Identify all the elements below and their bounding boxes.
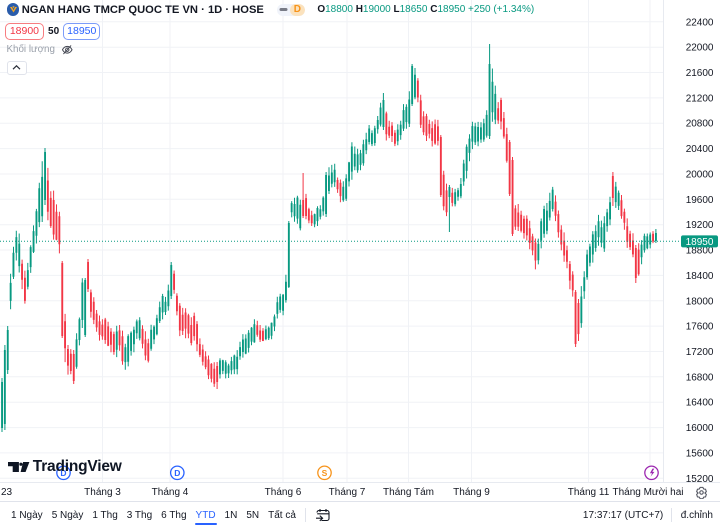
- svg-text:D: D: [174, 468, 180, 478]
- svg-text:18400: 18400: [686, 271, 714, 282]
- svg-text:16400: 16400: [686, 398, 714, 409]
- svg-text:17600: 17600: [686, 322, 714, 333]
- svg-text:20800: 20800: [686, 119, 714, 130]
- svg-text:19200: 19200: [686, 220, 714, 231]
- svg-text:18800: 18800: [686, 246, 714, 257]
- svg-text:19600: 19600: [686, 195, 714, 206]
- svg-text:20400: 20400: [686, 144, 714, 155]
- svg-text:15600: 15600: [686, 448, 714, 459]
- svg-text:18000: 18000: [686, 296, 714, 307]
- svg-text:S: S: [322, 468, 328, 478]
- svg-text:21600: 21600: [686, 68, 714, 79]
- svg-text:15200: 15200: [686, 474, 714, 485]
- svg-text:16000: 16000: [686, 423, 714, 434]
- svg-text:21200: 21200: [686, 93, 714, 104]
- svg-text:22000: 22000: [686, 43, 714, 54]
- svg-text:22400: 22400: [686, 17, 714, 28]
- svg-text:D: D: [60, 468, 66, 478]
- svg-text:18950: 18950: [686, 237, 714, 248]
- svg-text:20000: 20000: [686, 170, 714, 181]
- svg-text:16800: 16800: [686, 372, 714, 383]
- svg-text:17200: 17200: [686, 347, 714, 358]
